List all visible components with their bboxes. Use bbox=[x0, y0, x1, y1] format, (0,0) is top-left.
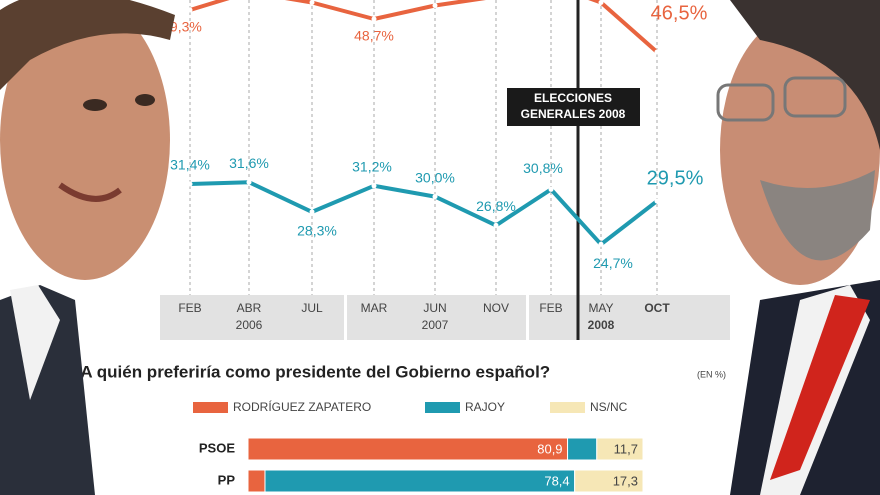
x-tick-label: FEB bbox=[178, 301, 201, 315]
annotation: GENERALES 2008 bbox=[521, 107, 626, 121]
value-label: 24,7% bbox=[593, 255, 633, 271]
x-axis-band bbox=[160, 295, 730, 340]
value-label: 30,0% bbox=[415, 169, 455, 185]
data-point bbox=[548, 186, 554, 192]
bar-segment bbox=[247, 437, 569, 461]
bar-value-label: 17,3 bbox=[613, 473, 638, 488]
x-tick-label: FEB bbox=[539, 301, 562, 315]
legend-swatch bbox=[193, 402, 228, 413]
annotation: ELECCIONES bbox=[534, 91, 612, 105]
x-year-label: 2008 bbox=[588, 318, 615, 332]
data-point bbox=[309, 0, 315, 5]
x-tick-label: ABR bbox=[237, 301, 262, 315]
data-point bbox=[187, 7, 193, 13]
x-year-label: 2007 bbox=[422, 318, 449, 332]
year-separator bbox=[344, 295, 347, 340]
annotation-box bbox=[507, 88, 640, 126]
data-point bbox=[598, 241, 604, 247]
data-point bbox=[493, 222, 499, 228]
value-label: 46,5% bbox=[651, 2, 708, 24]
x-tick-label: MAR bbox=[361, 301, 388, 315]
data-point bbox=[598, 0, 604, 5]
x-tick-label: NOV bbox=[483, 301, 509, 315]
data-point bbox=[432, 194, 438, 200]
x-tick-label: OCT bbox=[644, 301, 670, 315]
bar-value-label: 78,4 bbox=[544, 473, 569, 488]
bar-segment bbox=[264, 469, 576, 493]
line-plot: 49,3%48,7%46,5%31,4% 31,6%28,3%31,2%30,0%… bbox=[162, 0, 708, 271]
data-point bbox=[654, 198, 660, 204]
right-portrait bbox=[716, 0, 880, 495]
year-separator bbox=[526, 295, 529, 340]
x-tick-label: JUL bbox=[301, 301, 323, 315]
data-point bbox=[371, 183, 377, 189]
value-label: 29,5% bbox=[647, 167, 704, 189]
legend-label: RODRÍGUEZ ZAPATERO bbox=[233, 399, 371, 414]
bar-segment bbox=[596, 437, 644, 461]
bar-plot: RODRÍGUEZ ZAPATERORAJOYNS/NCPSOE80,97,41… bbox=[193, 399, 644, 493]
bar-value-label: 80,9 bbox=[537, 441, 562, 456]
value-label: 28,3% bbox=[297, 223, 337, 239]
data-point bbox=[246, 179, 252, 185]
value-label: 31,6% bbox=[229, 155, 269, 171]
bar-segment bbox=[574, 469, 644, 493]
x-tick-label: MAY bbox=[588, 301, 613, 315]
data-point bbox=[187, 181, 193, 187]
category-label: PP bbox=[218, 472, 236, 487]
legend-swatch bbox=[425, 402, 460, 413]
data-point bbox=[654, 49, 660, 55]
left-portrait bbox=[0, 0, 175, 495]
legend-label: NS/NC bbox=[590, 400, 628, 414]
legend-swatch bbox=[550, 402, 585, 413]
value-label: 26,8% bbox=[476, 198, 516, 214]
legend-label: RAJOY bbox=[465, 400, 505, 414]
data-point bbox=[309, 209, 315, 215]
value-label: 31,4% bbox=[170, 157, 210, 173]
bar-value-label: 11,7 bbox=[614, 441, 638, 456]
x-year-label: 2006 bbox=[236, 318, 263, 332]
data-point bbox=[371, 16, 377, 22]
category-label: PSOE bbox=[199, 440, 235, 455]
value-label: 48,7% bbox=[354, 28, 394, 44]
value-label: 30,8% bbox=[523, 160, 563, 176]
grid: FEB ABR 2006 JUL MAR JUN 2007 NOV FEB MAY 2008 OCT bbox=[178, 0, 670, 332]
bar-segment bbox=[247, 469, 266, 493]
title-note: (EN %) bbox=[697, 369, 726, 379]
value-label: 31,2% bbox=[352, 159, 392, 175]
x-tick-label: JUN bbox=[423, 301, 446, 315]
data-point bbox=[432, 3, 438, 8]
bar-segment bbox=[567, 437, 598, 461]
bar-title: ¿A quién preferiría como presidente del … bbox=[70, 362, 550, 381]
